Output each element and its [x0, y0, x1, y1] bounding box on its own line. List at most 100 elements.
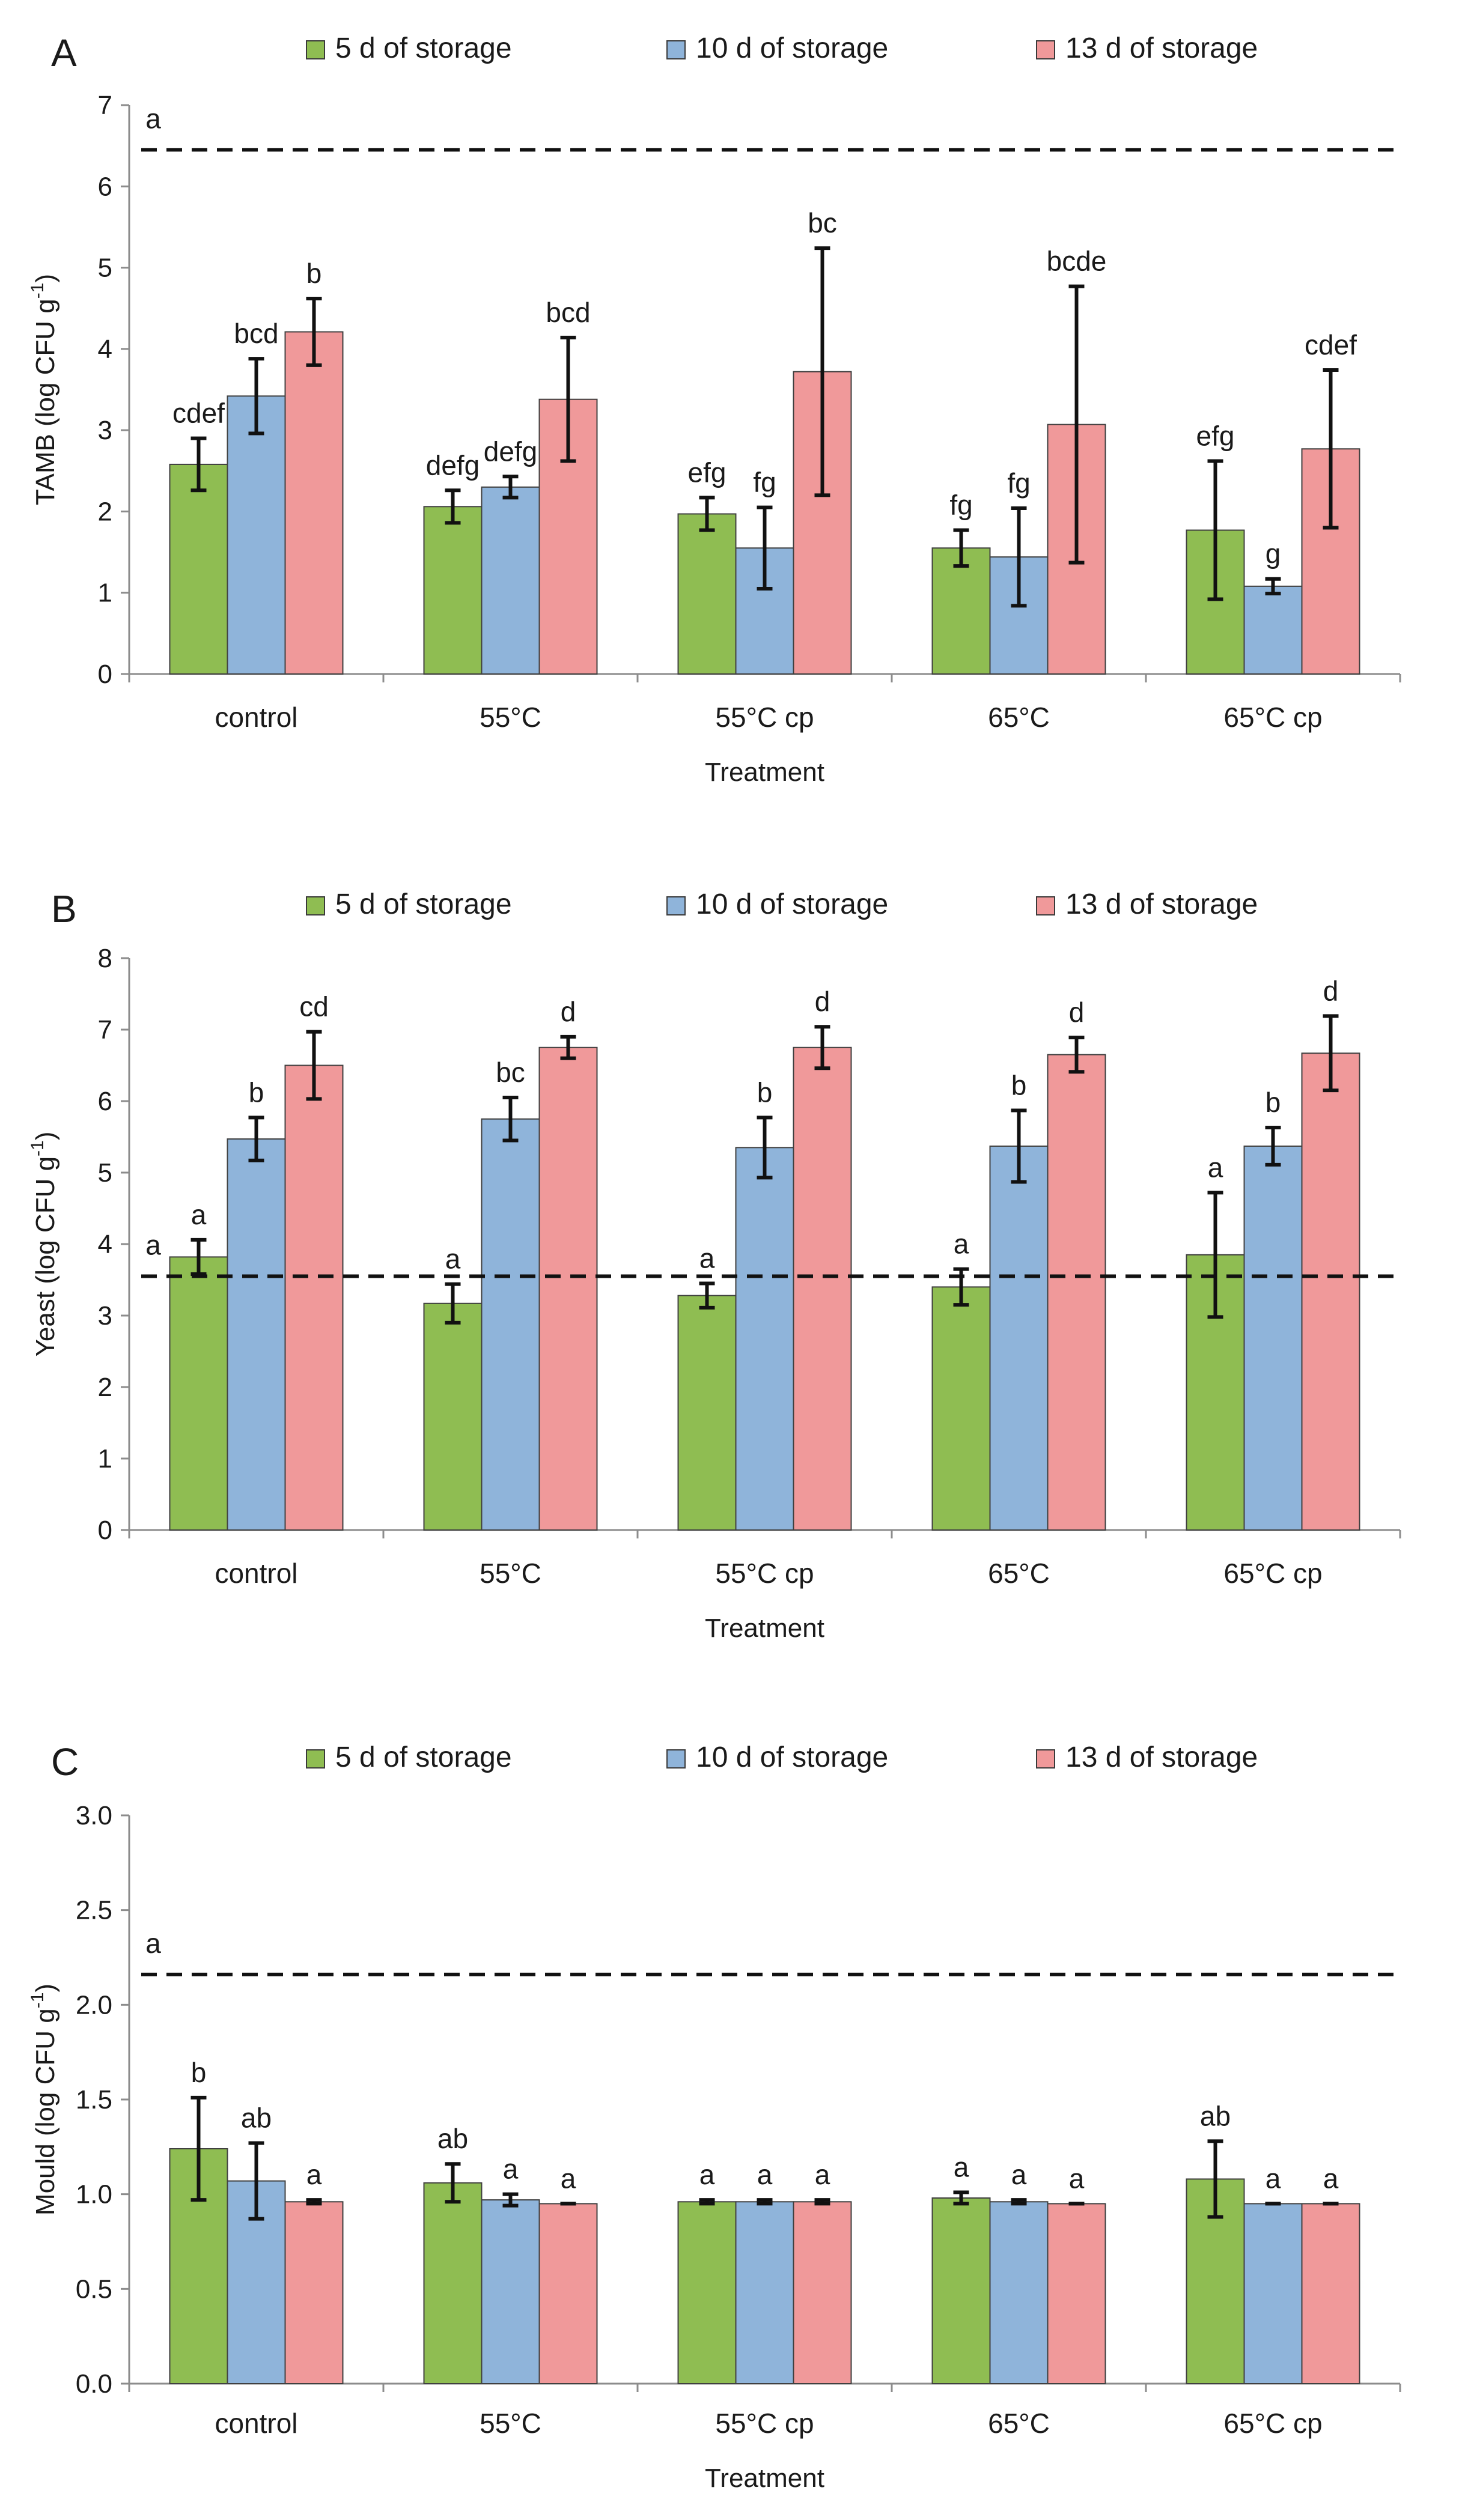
significance-label: a	[503, 2154, 519, 2185]
significance-label: a	[1011, 2159, 1027, 2190]
legend-swatch	[1036, 1749, 1055, 1769]
significance-label: a	[699, 1242, 715, 1274]
reference-line-label: a	[145, 103, 161, 134]
significance-label: a	[699, 2159, 715, 2190]
category-label: 55°C	[480, 702, 541, 733]
significance-label: a	[561, 2163, 576, 2194]
significance-label: cdef	[1305, 329, 1357, 360]
significance-label: fg	[949, 490, 972, 521]
bar	[677, 513, 737, 675]
significance-label: d	[815, 986, 830, 1017]
bar	[931, 2197, 991, 2385]
x-axis-title: Treatment	[705, 2464, 824, 2493]
bar	[538, 1046, 598, 1531]
y-axis-title-sup: -1	[28, 1140, 47, 1156]
bar	[423, 2182, 483, 2384]
significance-label: b	[249, 1076, 264, 1108]
legend-label: 13 d of storage	[1065, 1741, 1258, 1773]
y-axis-title-end: )	[31, 274, 60, 283]
category-label: 55°C cp	[715, 702, 814, 733]
legend-swatch	[1036, 896, 1055, 915]
significance-label: bcde	[1047, 246, 1107, 277]
legend-label: 10 d of storage	[696, 1741, 888, 1773]
legend-swatch	[306, 40, 325, 59]
legend-label: 10 d of storage	[696, 32, 888, 64]
reference-line-label: a	[145, 1928, 161, 1959]
y-tick-label: 1.0	[76, 2180, 112, 2209]
y-tick-label: 3	[98, 1301, 112, 1331]
significance-label: a	[1069, 2163, 1085, 2194]
y-tick-label: 2	[98, 1373, 112, 1402]
significance-label: a	[191, 1199, 207, 1230]
x-axis-title: Treatment	[705, 1614, 824, 1643]
significance-label: b	[191, 2057, 207, 2088]
panel-letter: C	[51, 1740, 79, 1784]
bar	[538, 2203, 598, 2385]
significance-label: b	[1266, 1087, 1281, 1118]
y-axis-title-end: )	[31, 1132, 60, 1141]
bar	[284, 2201, 344, 2385]
bar	[481, 486, 540, 675]
bar	[1243, 2203, 1303, 2385]
y-axis-title-main: Mould (log CFU g	[31, 2008, 60, 2215]
y-tick-label: 7	[98, 91, 112, 120]
legend-label: 10 d of storage	[696, 888, 888, 920]
reference-line-label: a	[145, 1230, 161, 1261]
significance-label: d	[1069, 997, 1085, 1028]
y-tick-label: 2.5	[76, 1896, 112, 1925]
bar	[677, 2201, 737, 2385]
category-label: 55°C cp	[715, 1558, 814, 1589]
bar	[989, 1145, 1049, 1531]
y-axis-title: Mould (log CFU g-1)	[28, 1984, 60, 2215]
significance-label: fg	[1007, 467, 1030, 499]
bar	[1301, 2203, 1360, 2385]
bar	[793, 2201, 852, 2385]
bar	[481, 2199, 540, 2385]
bar	[227, 395, 286, 675]
legend-label: 13 d of storage	[1065, 32, 1258, 64]
bar	[284, 1064, 344, 1531]
significance-label: a	[954, 1228, 969, 1260]
y-tick-label: 4	[98, 335, 112, 364]
bar	[1243, 1145, 1303, 1531]
category-label: 65°C cp	[1223, 702, 1322, 733]
significance-label: bcd	[546, 297, 590, 328]
legend-swatch	[306, 1749, 325, 1769]
panel-a: A 5 d of storage 10 d of storage 13 d of st…	[28, 31, 1401, 787]
y-tick-label: 7	[98, 1015, 112, 1045]
y-axis-title-main: Yeast (log CFU g	[31, 1156, 60, 1356]
bar	[735, 1147, 794, 1531]
y-tick-label: 0.5	[76, 2274, 112, 2304]
significance-label: a	[954, 2152, 969, 2183]
bar	[989, 2201, 1049, 2385]
y-tick-label: 6	[98, 1087, 112, 1116]
significance-label: cdef	[172, 398, 225, 429]
legend-label: 5 d of storage	[335, 32, 512, 64]
y-tick-label: 8	[98, 944, 112, 973]
bar	[481, 1118, 540, 1531]
category-label: control	[215, 1558, 297, 1589]
y-tick-label: 4	[98, 1230, 112, 1259]
significance-label: g	[1266, 538, 1281, 569]
category-label: 55°C	[480, 2408, 541, 2439]
bar	[423, 1302, 483, 1531]
category-label: control	[215, 702, 297, 733]
y-tick-label: 6	[98, 172, 112, 201]
y-tick-label: 3	[98, 416, 112, 445]
bar	[677, 1295, 737, 1531]
legend-swatch	[1036, 40, 1055, 59]
y-axis-title-sup: -1	[28, 283, 47, 299]
legend-swatch	[666, 896, 686, 915]
category-label: 65°C cp	[1223, 2408, 1322, 2439]
legend-label: 13 d of storage	[1065, 888, 1258, 920]
significance-label: efg	[1196, 421, 1235, 452]
significance-label: a	[815, 2159, 830, 2190]
y-tick-label: 0	[98, 1516, 112, 1545]
bar	[1243, 585, 1303, 675]
y-tick-label: 5	[98, 254, 112, 283]
y-tick-label: 0.0	[76, 2369, 112, 2399]
significance-label: a	[306, 2159, 322, 2190]
significance-label: defg	[426, 449, 480, 481]
significance-label: bc	[808, 207, 837, 238]
significance-label: a	[1323, 2163, 1339, 2194]
